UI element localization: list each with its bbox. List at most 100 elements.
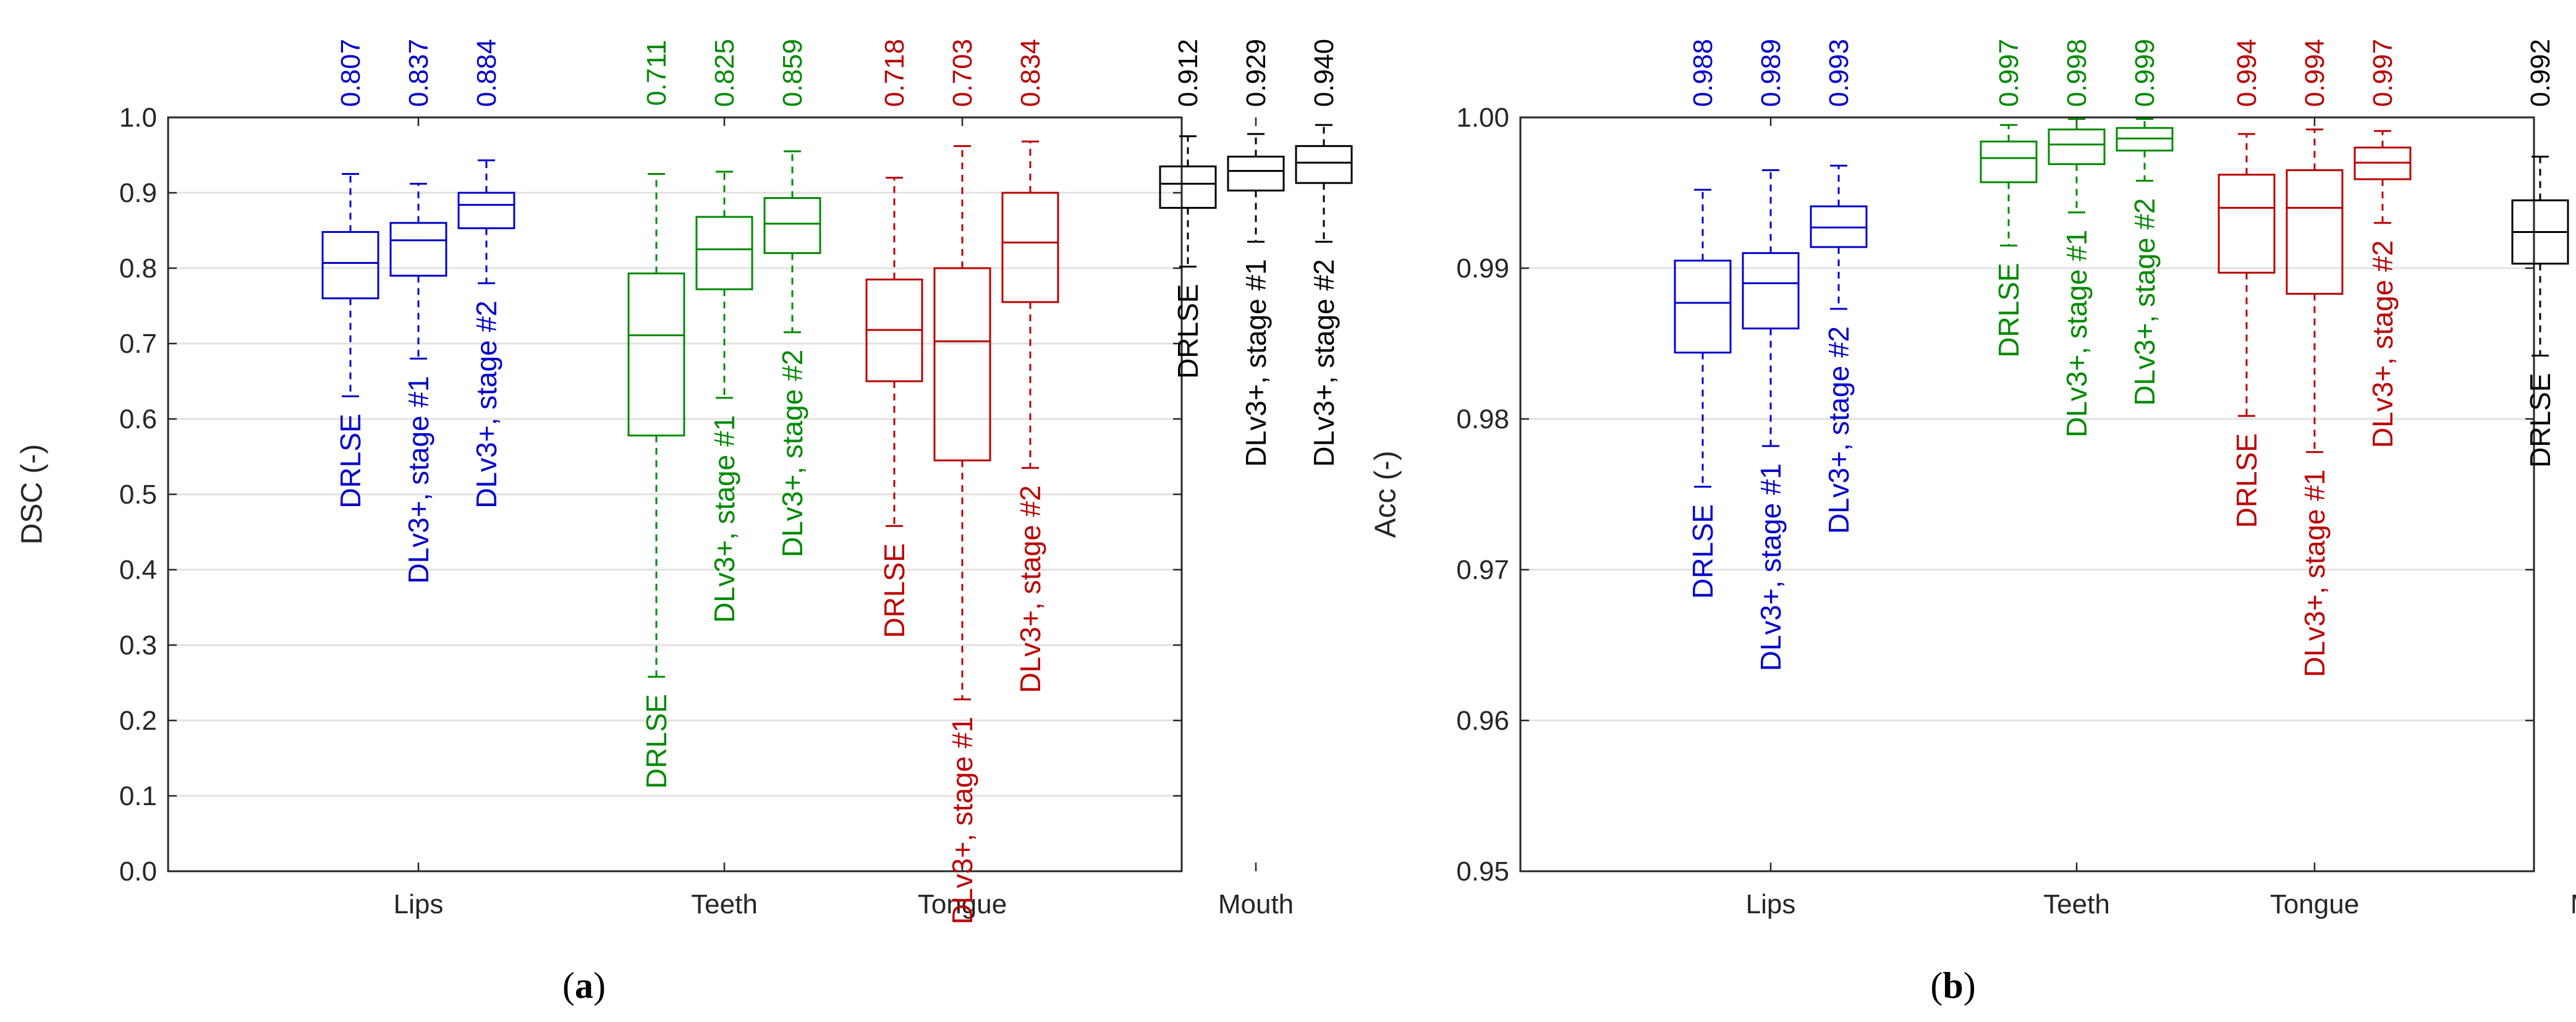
panel-label: (b) xyxy=(1930,965,1975,1006)
iqr-box xyxy=(1742,252,1800,330)
method-label: DRLSE xyxy=(2231,433,2263,528)
box-plot-mouth-2 xyxy=(1227,133,1285,243)
method-label: DLv3+, stage #2 xyxy=(470,300,502,508)
median-value-label: 0.703 xyxy=(947,39,978,107)
median-value-label: 0.718 xyxy=(879,39,910,107)
x-tick-label-mouth: Mouth xyxy=(2570,889,2576,919)
y-tick-label: 0.7 xyxy=(119,329,157,359)
method-label: DLv3+, stage #1 xyxy=(946,717,978,924)
box-plot-mouth-3 xyxy=(1295,124,1353,243)
iqr-box xyxy=(695,216,753,290)
iqr-box xyxy=(933,267,991,462)
median-value-label: 0.992 xyxy=(2525,39,2556,107)
median-value-label: 0.884 xyxy=(472,39,502,107)
box-plot-mouth-1 xyxy=(1159,135,1217,268)
median-value-label: 0.999 xyxy=(2130,39,2160,107)
y-axis-title: Acc (-) xyxy=(1370,450,1402,538)
box-plot-lips-3 xyxy=(1810,164,1868,310)
y-tick-label: 0.95 xyxy=(1456,856,1509,887)
median-value-label: 0.940 xyxy=(1309,39,1339,107)
iqr-box xyxy=(1159,165,1217,209)
panel-b: 0.95 0.96 0.97 0.98 0.99 1.00 Acc (-) Lips 0.988… xyxy=(1370,39,2576,1006)
panel-label: (a) xyxy=(562,965,606,1006)
y-tick-label: 0.97 xyxy=(1456,555,1509,585)
method-label: DLv3+, stage #1 xyxy=(1240,259,1272,467)
box-plot-lips-2 xyxy=(389,182,447,360)
panel-label-close: ) xyxy=(593,965,606,1006)
box-plot-tongue-1 xyxy=(2218,133,2276,417)
median-value-label: 0.994 xyxy=(2300,39,2330,107)
median-value-label: 0.711 xyxy=(642,40,672,106)
y-tick-label: 1.00 xyxy=(1456,103,1509,133)
y-tick-label: 0.5 xyxy=(119,479,157,510)
method-label: DRLSE xyxy=(1172,284,1204,379)
iqr-box xyxy=(321,230,379,300)
median-value-label: 0.997 xyxy=(2368,39,2398,107)
y-tick-label: 0.6 xyxy=(119,404,157,434)
median-value-label: 0.807 xyxy=(336,39,366,107)
y-tick-label: 0.99 xyxy=(1456,253,1509,284)
plot-frame xyxy=(167,116,1183,872)
panel-a: 0.0 0.1 0.2 0.3 0.4 0.5 0.6 0.7 0.8 0.9 1.0 DSC (-)… xyxy=(16,39,1353,1006)
box-plot-lips-2 xyxy=(1742,169,1800,447)
y-tick-label: 0.4 xyxy=(119,555,157,585)
iqr-box xyxy=(1674,260,1732,354)
median-value-label: 0.988 xyxy=(1688,39,1718,107)
iqr-box xyxy=(1001,192,1059,303)
method-label: DLv3+, stage #2 xyxy=(1308,259,1340,467)
iqr-box xyxy=(2286,169,2344,295)
method-label: DRLSE xyxy=(878,543,910,638)
box-plot-tongue-3 xyxy=(1001,140,1059,469)
box-plot-lips-1 xyxy=(1674,188,1732,488)
median-value-label: 0.859 xyxy=(777,39,808,107)
y-axis-title: DSC (-) xyxy=(16,444,49,545)
x-tick-label-teeth: Teeth xyxy=(691,889,758,919)
panel-label-letter: a xyxy=(575,965,593,1006)
method-label: DRLSE xyxy=(2524,373,2556,468)
method-label: DLv3+, stage #2 xyxy=(2129,198,2161,405)
y-tick-label: 0.96 xyxy=(1456,706,1509,736)
median-value-label: 0.837 xyxy=(404,39,434,107)
box-plot-tongue-3 xyxy=(2354,130,2412,224)
box-plot-tongue-2 xyxy=(2286,129,2344,454)
median-value-label: 0.998 xyxy=(2062,39,2092,107)
box-plot-teeth-1 xyxy=(1980,124,2038,247)
median-value-label: 0.929 xyxy=(1241,39,1271,107)
method-label: DLv3+, stage #1 xyxy=(708,415,740,623)
x-tick-label-lips: Lips xyxy=(394,889,444,919)
method-label: DLv3+, stage #2 xyxy=(776,350,808,557)
box-plot-tongue-2 xyxy=(933,145,991,701)
box-plot-mouth-1 xyxy=(2511,155,2569,357)
panel-label-open: ( xyxy=(562,965,575,1006)
panel-label-letter: b xyxy=(1943,965,1963,1006)
iqr-box xyxy=(1980,140,2038,184)
iqr-box xyxy=(1227,155,1285,192)
x-tick-label-lips: Lips xyxy=(1746,889,1796,919)
iqr-box xyxy=(1295,145,1353,184)
box-plot-teeth-3 xyxy=(2116,117,2174,182)
method-label: DRLSE xyxy=(334,413,366,508)
x-tick-label-teeth: Teeth xyxy=(2043,889,2110,919)
box-plot-lips-1 xyxy=(321,173,379,397)
plot-frame xyxy=(1519,116,2535,872)
method-label: DRLSE xyxy=(640,694,672,788)
box-plot-teeth-3 xyxy=(763,150,821,334)
iqr-box xyxy=(627,272,685,437)
method-label: DLv3+, stage #1 xyxy=(2298,470,2331,677)
median-value-label: 0.993 xyxy=(1824,39,1854,107)
method-label: DLv3+, stage #2 xyxy=(1823,326,1855,534)
box-plot-tongue-1 xyxy=(865,177,923,527)
x-tick-label-tongue: Tongue xyxy=(2270,889,2359,919)
median-value-label: 0.994 xyxy=(2232,39,2262,107)
y-tick-label: 0.3 xyxy=(119,630,157,661)
median-value-label: 0.989 xyxy=(1756,39,1786,107)
method-label: DLv3+, stage #2 xyxy=(2366,240,2399,448)
box-plot-teeth-1 xyxy=(627,173,685,678)
y-tick-label: 0.98 xyxy=(1456,404,1509,434)
y-tick-label: 0.1 xyxy=(119,781,157,811)
median-value-label: 0.912 xyxy=(1173,39,1203,107)
method-label: DLv3+, stage #1 xyxy=(1755,463,1787,671)
iqr-box xyxy=(2218,174,2276,274)
y-tick-label: 0.2 xyxy=(119,706,157,736)
